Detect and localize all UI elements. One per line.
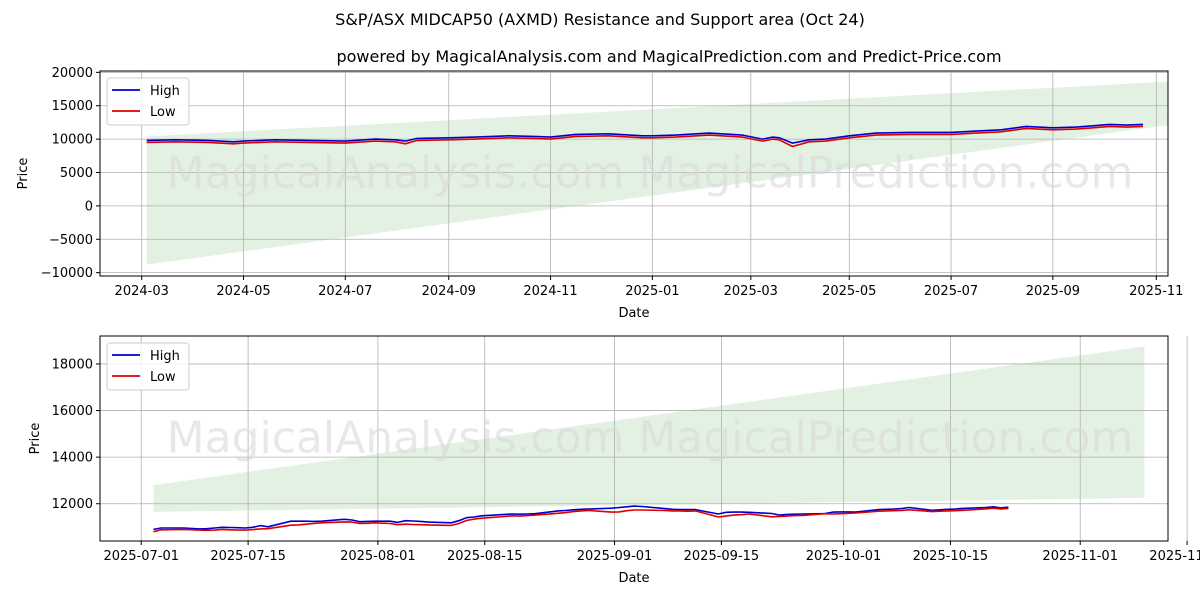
x-tick-label: 2025-11 [1129, 284, 1183, 299]
x-axis-label: Date [618, 306, 649, 321]
x-tick-label: 2025-10-15 [913, 549, 989, 564]
y-tick-label: 18000 [52, 357, 93, 372]
x-tick-label: 2025-08-15 [447, 549, 523, 564]
legend: High Low [106, 342, 190, 391]
y-axis-label: Price [28, 423, 43, 455]
series-line-low [153, 507, 1009, 533]
chart-panel-bottom: MagicalAnalysis.com MagicalPrediction.co… [28, 335, 1200, 586]
y-tick-label: 10000 [52, 133, 93, 148]
x-tick-label: 2025-10-01 [806, 549, 882, 564]
chart-subtitle: powered by MagicalAnalysis.com and Magic… [336, 47, 1001, 66]
y-tick-label: 15000 [52, 99, 93, 114]
x-tick-label: 2025-11-15 [1149, 549, 1200, 564]
x-tick-label: 2024-09 [422, 284, 476, 299]
x-tick-label: 2025-03 [724, 284, 778, 299]
y-tick-label: 20000 [52, 66, 93, 81]
x-tick-label: 2025-01 [625, 284, 679, 299]
plot-frame [99, 335, 1169, 542]
resistance-support-band [153, 346, 1145, 512]
y-tick-label: 14000 [52, 451, 93, 466]
watermark: MagicalAnalysis.com MagicalPrediction.co… [167, 148, 1134, 199]
y-tick-label: 12000 [52, 497, 93, 512]
y-tick-label: −10000 [41, 266, 93, 281]
legend-label-high: High [150, 349, 180, 364]
x-tick-label: 2025-09-15 [684, 549, 760, 564]
x-axis-label: Date [618, 571, 649, 586]
y-tick-label: −5000 [49, 233, 93, 248]
x-tick-label: 2024-05 [216, 284, 270, 299]
y-tick-label: 16000 [52, 404, 93, 419]
chart-panel-top: MagicalAnalysis.com MagicalPrediction.co… [16, 47, 1183, 321]
x-tick-label: 2025-11-01 [1042, 549, 1118, 564]
x-tick-label: 2024-11 [523, 284, 577, 299]
x-tick-label: 2024-07 [318, 284, 372, 299]
series-line-high [153, 505, 1009, 531]
x-tick-label: 2025-07-15 [210, 549, 286, 564]
x-tick-label: 2025-08-01 [340, 549, 416, 564]
x-tick-label: 2025-07-01 [103, 549, 179, 564]
x-tick-label: 2025-07 [924, 284, 978, 299]
series-line-high [146, 123, 1144, 144]
x-tick-label: 2025-05 [822, 284, 876, 299]
legend: High Low [106, 77, 190, 126]
series-line-low [146, 125, 1144, 148]
watermark: MagicalAnalysis.com MagicalPrediction.co… [167, 413, 1134, 464]
figure-title: S&P/ASX MIDCAP50 (AXMD) Resistance and S… [335, 10, 865, 29]
y-tick-label: 0 [85, 199, 93, 214]
legend-label-high: High [150, 84, 180, 99]
x-tick-label: 2024-03 [115, 284, 169, 299]
x-tick-label: 2025-09-01 [577, 549, 653, 564]
y-axis-label: Price [16, 158, 31, 190]
plot-frame [99, 70, 1169, 277]
y-tick-label: 5000 [60, 166, 93, 181]
resistance-support-band [146, 81, 1168, 265]
legend-label-low: Low [150, 370, 176, 385]
legend-label-low: Low [150, 105, 176, 120]
x-tick-label: 2025-09 [1026, 284, 1080, 299]
